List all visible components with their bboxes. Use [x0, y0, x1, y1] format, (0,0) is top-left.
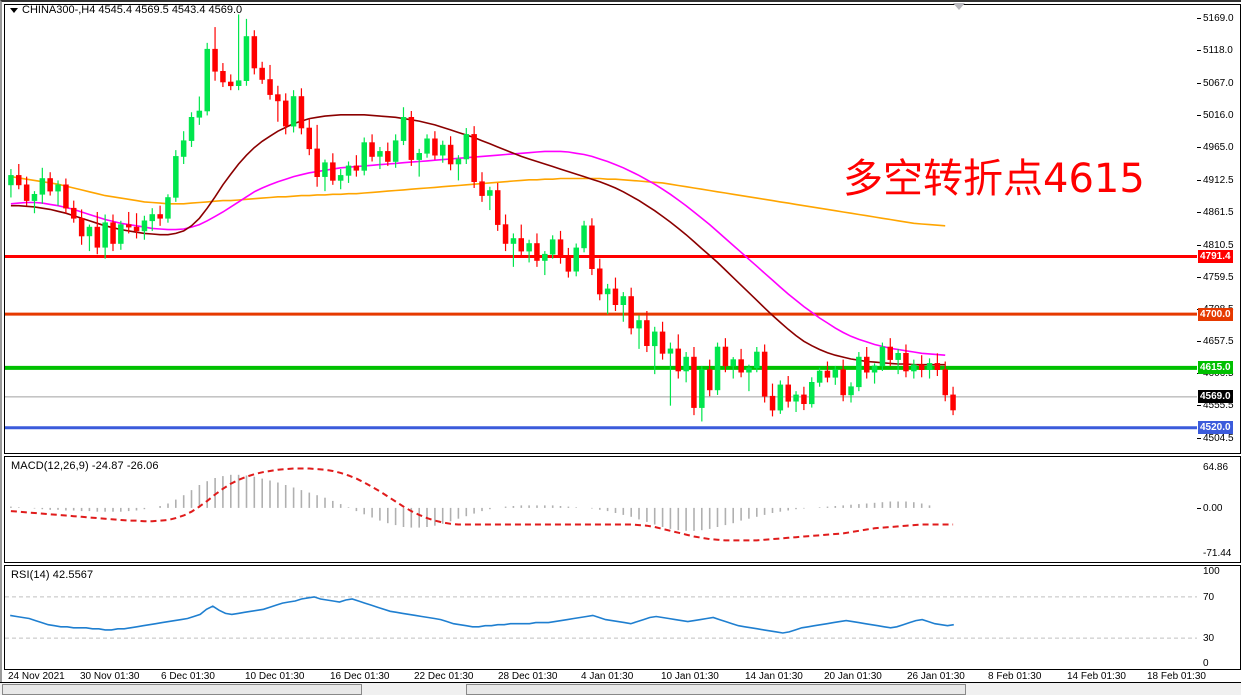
price-axis-scale[interactable]: 5169.0 5118.0 5067.0 5016.0 4965.0 4912.5 4861…: [1197, 4, 1241, 454]
price-tick: 4861.5: [1197, 207, 1234, 218]
price-tick: 5016.0: [1197, 110, 1234, 121]
time-axis-label: 10 Dec 01:30: [245, 671, 305, 682]
rsi-axis-scale[interactable]: 100 70 30 0: [1197, 565, 1241, 670]
macd-panel-label: MACD(12,26,9) -24.87 -26.06: [11, 460, 159, 472]
rsi-line: [10, 596, 954, 634]
macd-histogram: [10, 474, 931, 531]
macd-indicator-panel[interactable]: MACD(12,26,9) -24.87 -26.06: [4, 456, 1197, 563]
price-badge-resistance-1[interactable]: 4791.4: [1198, 250, 1233, 263]
chart-title: CHINA300-,H4 4545.4 4569.5 4543.4 4569.0: [10, 4, 242, 16]
macd-axis-scale[interactable]: 64.86 0.00 -71.44: [1197, 456, 1241, 563]
macd-tick: 64.86: [1203, 461, 1229, 473]
candlestick-series: [8, 14, 956, 422]
macd-plot-svg: [10, 467, 954, 542]
rsi-tick: 70: [1203, 591, 1215, 603]
price-tick: 5067.0: [1197, 78, 1234, 89]
price-badge-current[interactable]: 4569.0: [1198, 390, 1233, 404]
rsi-indicator-panel[interactable]: RSI(14) 42.5567: [4, 565, 1197, 670]
time-axis-label: 16 Dec 01:30: [330, 671, 390, 682]
status-box-right[interactable]: [466, 684, 966, 695]
price-plot-svg: [5, 14, 1197, 430]
collapse-triangle-icon[interactable]: [10, 7, 18, 13]
time-axis-label: 8 Feb 01:30: [988, 671, 1042, 682]
time-axis-label: 14 Feb 01:30: [1067, 671, 1126, 682]
price-badge-resistance-2[interactable]: 4700.0: [1198, 307, 1233, 321]
time-axis-label: 6 Dec 01:30: [161, 671, 215, 682]
price-tick: 4504.5: [1197, 433, 1234, 444]
macd-signal-line: [10, 467, 954, 542]
price-tick: 4965.0: [1197, 142, 1234, 153]
price-badge-pivot[interactable]: 4615.0: [1198, 361, 1233, 375]
time-axis-label: 18 Feb 01:30: [1147, 671, 1206, 682]
time-axis-label: 28 Dec 01:30: [498, 671, 558, 682]
time-axis-label: 24 Nov 2021: [8, 671, 65, 682]
ma-mid-line: [10, 150, 946, 356]
ma-fast-line: [10, 114, 946, 366]
rsi-panel-label: RSI(14) 42.5567: [11, 569, 94, 581]
time-axis-label: 26 Jan 01:30: [907, 671, 965, 682]
macd-tick: 0.00: [1197, 503, 1222, 514]
rsi-plot-svg: [5, 596, 1197, 639]
macd-tick: -71.44: [1203, 548, 1232, 560]
time-axis-label: 4 Jan 01:30: [581, 671, 634, 682]
price-chart-panel[interactable]: [4, 4, 1197, 454]
price-tick: 4657.5: [1197, 336, 1234, 347]
chart-title-text: CHINA300-,H4 4545.4 4569.5 4543.4 4569.0: [22, 4, 243, 16]
rsi-tick: 30: [1203, 633, 1215, 645]
price-tick: 5169.0: [1197, 13, 1234, 24]
status-box-left[interactable]: [2, 684, 362, 695]
crosshair-marker-icon: [953, 3, 965, 10]
time-axis-label: 10 Jan 01:30: [661, 671, 719, 682]
rsi-tick: 0: [1203, 658, 1209, 669]
bottom-status-strip: [0, 682, 1241, 695]
price-tick: 4555.5: [1197, 400, 1234, 411]
time-axis-label: 20 Jan 01:30: [824, 671, 882, 682]
price-tick: 4912.5: [1197, 175, 1234, 186]
price-tick: 4759.5: [1197, 272, 1234, 283]
price-tick: 5118.0: [1197, 45, 1233, 56]
price-tick: 4810.5: [1197, 240, 1234, 251]
time-axis-label: 14 Jan 01:30: [745, 671, 803, 682]
rsi-tick: 100: [1203, 566, 1220, 577]
time-axis[interactable]: 24 Nov 2021 30 Nov 01:30 6 Dec 01:30 10 Dec…: [4, 671, 1241, 685]
time-axis-label: 30 Nov 01:30: [80, 671, 140, 682]
chart-annotation-text: 多空转折点4615: [843, 156, 1145, 202]
time-axis-label: 22 Dec 01:30: [414, 671, 474, 682]
price-badge-support[interactable]: 4520.0: [1198, 421, 1233, 435]
